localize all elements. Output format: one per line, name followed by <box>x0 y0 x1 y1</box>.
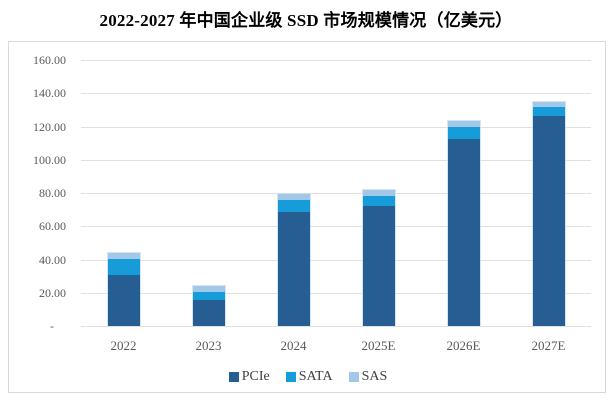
bar-segment-sas-2024 <box>277 193 310 200</box>
gridline-0 <box>81 326 591 327</box>
legend-item-sas: SAS <box>348 369 388 385</box>
bar-segment-sata-2026e <box>447 127 480 139</box>
bar-segment-sata-2025e <box>362 195 395 207</box>
bar-2022 <box>106 251 141 326</box>
chart-frame: - 20.00 40.00 60.00 80.00 100.00 120.00 140.00 1… <box>8 41 606 393</box>
legend-swatch-sata <box>285 372 296 382</box>
plot-area <box>81 60 591 327</box>
bar-segment-pcie-2025e <box>362 206 395 326</box>
gridline-120 <box>81 126 591 128</box>
x-tick-label-2023: 2023 <box>195 338 222 353</box>
y-tick-label-60: 60.00 <box>39 219 66 234</box>
bar-segment-sas-2022 <box>107 252 140 259</box>
bar-segment-sas-2023 <box>192 286 225 292</box>
x-tick-label-2027e: 2027E <box>531 338 566 353</box>
x-tick-label-2022: 2022 <box>110 338 137 353</box>
y-tick-label-100: 100.00 <box>33 152 66 167</box>
gridline-20 <box>81 292 591 294</box>
bar-segment-sata-2024 <box>277 199 310 213</box>
bar-segment-sas-2026e <box>447 120 480 128</box>
bar-segment-pcie-2026e <box>447 138 480 326</box>
x-axis: 2022 2023 2024 2025E 2026E 2027E <box>81 338 591 354</box>
gridline-100 <box>81 159 591 161</box>
bar-2024 <box>276 192 311 326</box>
legend: PCIe SATA SAS <box>9 369 607 385</box>
y-tick-label-160: 160.00 <box>33 53 66 67</box>
gridline-60 <box>81 226 591 228</box>
legend-label-pcie: PCIe <box>241 369 270 384</box>
y-tick-label-20: 20.00 <box>39 285 66 300</box>
bar-2025e <box>361 188 396 326</box>
y-tick-label-40: 40.00 <box>39 252 66 267</box>
bar-2023 <box>191 285 226 326</box>
chart-title: 2022-2027 年中国企业级 SSD 市场规模情况（亿美元） <box>99 11 513 30</box>
x-tick-label-2025e: 2025E <box>361 338 396 353</box>
legend-item-sata: SATA <box>285 369 333 385</box>
y-axis: - 20.00 40.00 60.00 80.00 100.00 120.00 140.00 1… <box>9 53 66 333</box>
gridline-160 <box>81 60 591 61</box>
bar-segment-sata-2022 <box>107 258 140 276</box>
bar-segment-sas-2027e <box>532 101 565 107</box>
x-tick-label-2024: 2024 <box>280 338 307 353</box>
legend-item-pcie: PCIe <box>228 369 270 385</box>
bar-segment-pcie-2023 <box>192 300 225 326</box>
bar-segment-pcie-2027e <box>532 115 565 326</box>
y-tick-label-80: 80.00 <box>39 186 66 200</box>
y-tick-label-120: 120.00 <box>33 119 66 134</box>
bar-segment-pcie-2022 <box>107 275 140 326</box>
bar-2027e <box>531 100 566 326</box>
gridline-140 <box>81 93 591 95</box>
gridline-80 <box>81 193 591 194</box>
legend-swatch-pcie <box>228 372 239 382</box>
y-tick-label-0: - <box>50 319 54 333</box>
x-tick-label-2026e: 2026E <box>446 338 481 353</box>
gridline-40 <box>81 259 591 261</box>
bar-segment-sata-2023 <box>192 291 225 301</box>
y-tick-label-140: 140.00 <box>33 86 66 101</box>
bar-segment-sas-2025e <box>362 189 395 196</box>
bar-segment-pcie-2024 <box>277 212 310 326</box>
bar-2026e <box>446 119 481 326</box>
bar-segment-sata-2027e <box>532 106 565 116</box>
legend-label-sata: SATA <box>298 369 333 384</box>
legend-swatch-sas <box>348 372 359 382</box>
legend-label-sas: SAS <box>361 369 388 384</box>
